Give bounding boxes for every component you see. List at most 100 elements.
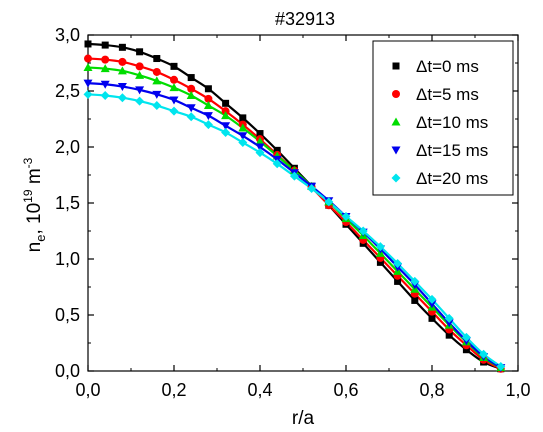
data-point [394, 277, 402, 285]
data-point [307, 183, 317, 193]
data-point [186, 90, 196, 99]
data-point [100, 80, 110, 89]
data-point [376, 258, 384, 266]
y-tick-label: 0,5 [55, 305, 80, 325]
data-point [393, 258, 403, 268]
data-point [203, 120, 213, 130]
data-point [187, 74, 195, 82]
data-point [204, 94, 213, 103]
legend-marker [392, 90, 400, 98]
data-point [153, 55, 161, 63]
y-label-sep: , 10 [24, 203, 45, 235]
data-point [170, 62, 178, 70]
data-point [169, 106, 179, 116]
data-point [101, 41, 109, 49]
x-tick-label: 0,0 [75, 380, 100, 400]
data-point [479, 349, 489, 359]
x-tick-label: 0,6 [333, 380, 358, 400]
data-point [427, 300, 437, 309]
x-axis-label: r/a [292, 408, 315, 429]
data-point [135, 70, 145, 79]
data-point [169, 96, 179, 105]
data-point [152, 76, 162, 85]
data-point [444, 313, 454, 323]
data-point [117, 66, 127, 75]
data-point [239, 114, 247, 122]
chart-title: #32913 [275, 9, 335, 29]
data-point [221, 127, 231, 137]
data-point [375, 242, 385, 252]
legend-marker [391, 146, 401, 155]
legend-label: Δt=10 ms [416, 113, 488, 132]
y-tick-label: 2,0 [55, 137, 80, 157]
data-point [136, 48, 144, 56]
data-point [169, 83, 179, 92]
legend: Δt=0 ms Δt=5 ms Δt=10 ms Δt=15 ms Δt=20 ms [372, 40, 514, 196]
y-axis: 0,0 0,5 1,0 1,5 2,0 2,5 3,0 [55, 25, 518, 381]
data-point [272, 159, 282, 169]
x-axis: 0,0 0,2 0,4 0,6 0,8 1,0 [75, 35, 531, 400]
data-point [255, 143, 265, 152]
x-tick-label: 0,4 [247, 380, 272, 400]
data-point [84, 54, 92, 63]
data-point [427, 294, 437, 304]
data-point [273, 146, 281, 154]
data-point [101, 55, 110, 64]
data-point [152, 67, 161, 76]
data-point [186, 112, 196, 122]
data-point [256, 130, 264, 138]
y-label-exp2: -3 [21, 157, 35, 168]
data-point [186, 104, 196, 113]
x-tick-label: 0,8 [419, 380, 444, 400]
marker-group-series-4 [83, 89, 506, 372]
data-point [461, 332, 471, 342]
data-point [84, 40, 92, 48]
y-label-exp1: 19 [21, 189, 35, 203]
data-point [135, 96, 145, 106]
data-point [204, 85, 212, 93]
y-tick-label: 2,5 [55, 81, 80, 101]
data-point [118, 43, 126, 51]
data-point [324, 197, 334, 207]
data-point [255, 148, 265, 158]
data-point [411, 296, 419, 304]
y-tick-label: 3,0 [55, 25, 80, 45]
legend-marker [391, 173, 401, 183]
y-label-sub: e [33, 235, 48, 242]
y-tick-label: 1,5 [55, 193, 80, 213]
data-point [341, 211, 351, 221]
data-point [238, 138, 248, 148]
data-point [221, 122, 231, 131]
data-point [152, 101, 162, 111]
y-tick-label: 1,0 [55, 249, 80, 269]
data-point [203, 112, 213, 121]
data-point [170, 75, 178, 84]
y-tick-label: 0,0 [55, 361, 80, 381]
data-point [100, 90, 110, 100]
legend-label: Δt=15 ms [416, 141, 488, 160]
data-point [118, 57, 127, 66]
data-point [152, 90, 162, 99]
legend-label: Δt=5 ms [416, 85, 479, 104]
data-point [255, 136, 265, 145]
plot-area [83, 34, 519, 373]
data-markers [83, 40, 506, 373]
legend-label: Δt=20 ms [416, 169, 488, 188]
data-point [117, 83, 127, 92]
y-label-unit: m [24, 168, 45, 189]
data-point [222, 99, 230, 107]
data-point [221, 111, 231, 120]
legend-label: Δt=0 ms [416, 57, 479, 76]
y-label-main: n [24, 242, 45, 253]
y-axis-label: ne, 1019 m-3 [21, 157, 48, 252]
data-point [135, 86, 145, 95]
data-point [496, 362, 506, 372]
data-point [203, 101, 213, 110]
data-point [428, 314, 436, 322]
data-point [238, 132, 248, 141]
data-point [462, 346, 470, 354]
data-point [187, 84, 196, 93]
data-point [83, 89, 93, 99]
data-point [100, 64, 110, 73]
